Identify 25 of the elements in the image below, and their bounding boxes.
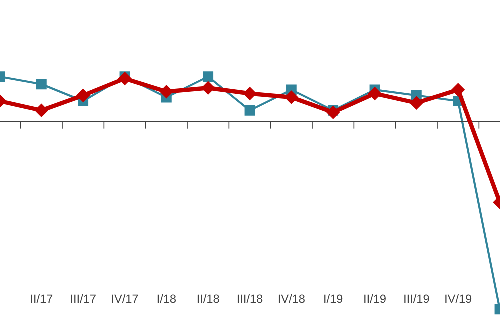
point (203, 72, 214, 82)
point (36, 79, 47, 90)
point (368, 87, 382, 100)
point (326, 106, 340, 120)
point (118, 72, 132, 86)
x-tick-label: II/18 (198, 294, 220, 304)
x-tick-label: II/19 (364, 294, 386, 304)
point (160, 85, 174, 98)
x-tick-label: II/17 (31, 294, 53, 304)
point (202, 82, 215, 95)
point (243, 87, 257, 100)
x-tick-label: IV/18 (278, 294, 305, 304)
x-tick-label: I/18 (158, 294, 176, 304)
x-tick-label: I/19 (324, 294, 343, 304)
point (285, 90, 298, 104)
x-tick-label: IV/19 (446, 294, 472, 304)
x-tick-label: III/18 (238, 294, 263, 304)
x-tick-label: IV/17 (112, 294, 138, 304)
point (244, 105, 256, 116)
point (452, 83, 465, 97)
point (76, 89, 90, 102)
x-tick-label: III/19 (404, 294, 430, 304)
point (410, 96, 424, 110)
point (35, 104, 48, 118)
x-tick-label: III/17 (71, 294, 96, 304)
